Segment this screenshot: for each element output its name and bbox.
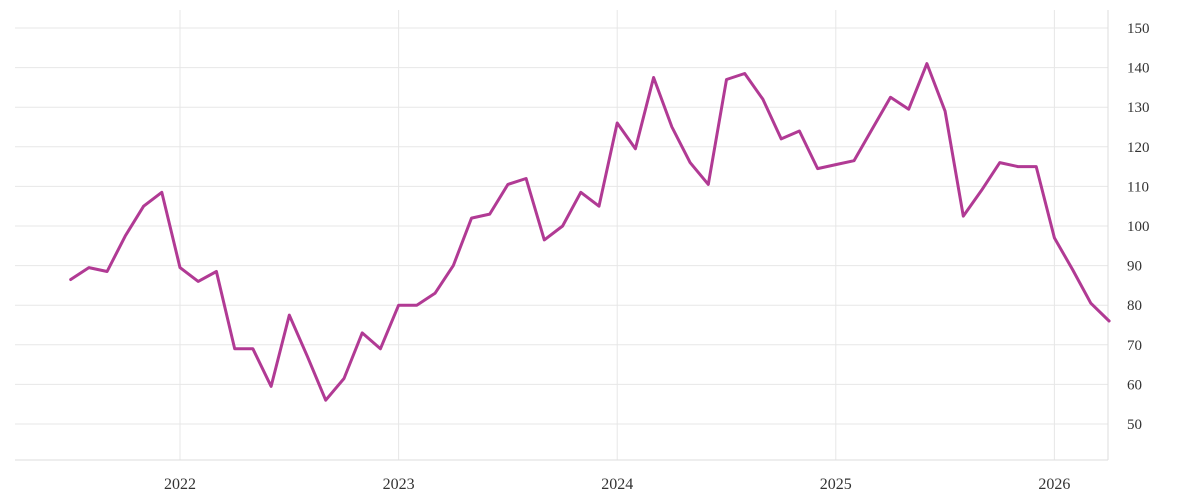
y-tick-label-70: 70: [1127, 338, 1142, 354]
x-tick-label-2023: 2023: [383, 476, 415, 493]
axis-border-lines: [15, 10, 1109, 461]
y-axis-labels: 150 140 130 120 110 100 90 80 70 60 50: [1127, 21, 1150, 433]
x-tick-label-2022: 2022: [164, 476, 196, 493]
y-tick-label-60: 60: [1127, 377, 1142, 393]
y-tick-label-140: 140: [1127, 61, 1150, 77]
x-tick-label-2024: 2024: [601, 476, 633, 493]
y-tick-label-80: 80: [1127, 298, 1142, 314]
x-tick-label-2025: 2025: [820, 476, 852, 493]
y-tick-label-50: 50: [1127, 417, 1142, 433]
y-tick-label-150: 150: [1127, 21, 1150, 37]
y-tick-label-100: 100: [1127, 219, 1150, 235]
y-tick-label-90: 90: [1127, 259, 1142, 275]
vertical-year-gridlines: [179, 10, 1055, 460]
y-tick-label-120: 120: [1127, 140, 1150, 156]
x-axis-labels: 2022 2023 2024 2025 2026: [164, 476, 1070, 493]
y-tick-label-130: 130: [1127, 100, 1150, 116]
x-tick-label-2026: 2026: [1038, 476, 1070, 493]
y-tick-label-110: 110: [1127, 179, 1149, 195]
series-line: [69, 62, 1111, 402]
